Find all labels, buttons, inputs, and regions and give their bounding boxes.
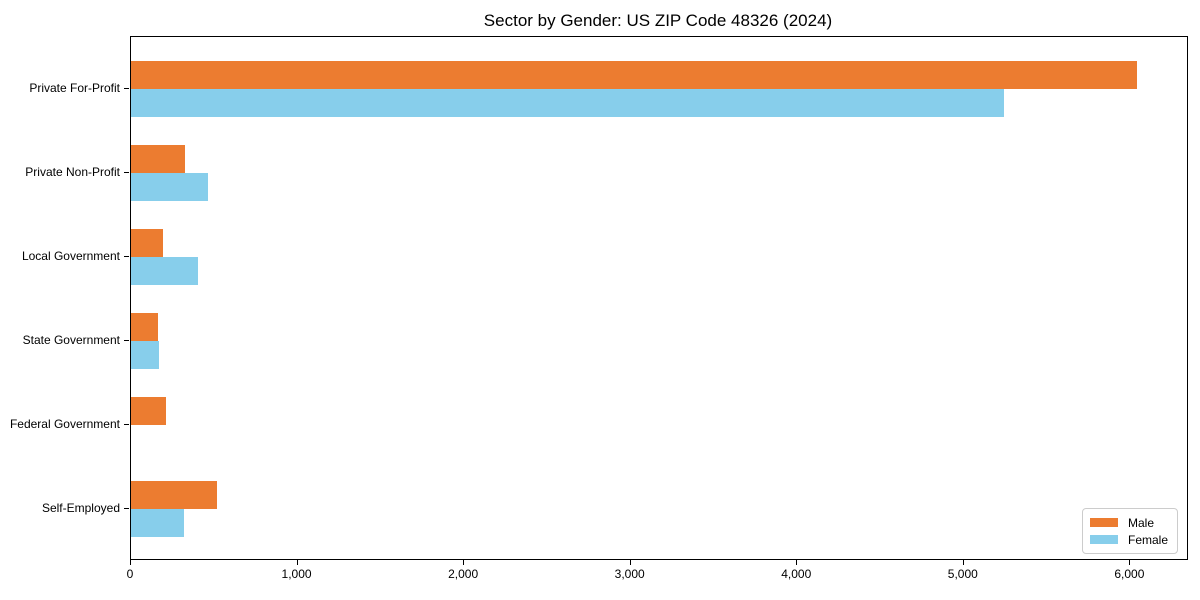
y-tick-mark <box>124 424 129 425</box>
x-tick-label: 2,000 <box>448 567 479 581</box>
x-tick-mark <box>130 560 131 565</box>
legend: Male Female <box>1081 508 1178 554</box>
bar-male-3 <box>131 313 158 341</box>
y-tick-label: State Government <box>22 333 120 347</box>
bar-female-5 <box>131 509 185 537</box>
legend-item-male: Male <box>1089 514 1168 531</box>
bar-male-5 <box>131 481 217 509</box>
y-tick-mark <box>124 340 129 341</box>
x-tick-label: 6,000 <box>1114 567 1145 581</box>
y-tick-mark <box>124 172 129 173</box>
x-tick-mark <box>962 560 964 565</box>
bar-male-2 <box>131 229 163 257</box>
y-tick-mark <box>124 256 129 257</box>
x-tick-label: 4,000 <box>781 567 812 581</box>
chart-title: Sector by Gender: US ZIP Code 48326 (202… <box>483 11 833 30</box>
bar-male-1 <box>131 145 186 173</box>
bar-female-1 <box>131 173 209 201</box>
x-tick-label: 5,000 <box>947 567 978 581</box>
y-tick-label: Private For-Profit <box>29 81 120 95</box>
x-tick-mark <box>296 560 298 565</box>
male-swatch <box>1089 518 1118 527</box>
y-tick-label: Federal Government <box>9 417 120 431</box>
y-tick-label: Private Non-Profit <box>25 165 120 179</box>
y-tick-label: Local Government <box>21 249 120 263</box>
bar-female-0 <box>131 89 1004 117</box>
x-tick-mark <box>463 560 465 565</box>
x-tick-mark <box>1129 560 1131 565</box>
plot-area <box>130 36 1188 560</box>
legend-label-male: Male <box>1127 515 1154 530</box>
y-tick-mark <box>124 508 129 509</box>
x-tick-mark <box>796 560 798 565</box>
y-tick-mark <box>124 88 129 89</box>
y-tick-label: Self-Employed <box>41 501 120 515</box>
legend-item-female: Female <box>1089 531 1168 548</box>
legend-label-female: Female <box>1127 532 1168 547</box>
x-tick-label: 0 <box>126 567 134 581</box>
female-swatch <box>1089 535 1118 544</box>
x-tick-label: 1,000 <box>281 567 312 581</box>
bar-male-4 <box>131 397 166 425</box>
bar-male-0 <box>131 61 1138 89</box>
x-tick-mark <box>629 560 631 565</box>
x-tick-label: 3,000 <box>614 567 645 581</box>
bar-female-3 <box>131 341 160 369</box>
bar-female-2 <box>131 257 198 285</box>
